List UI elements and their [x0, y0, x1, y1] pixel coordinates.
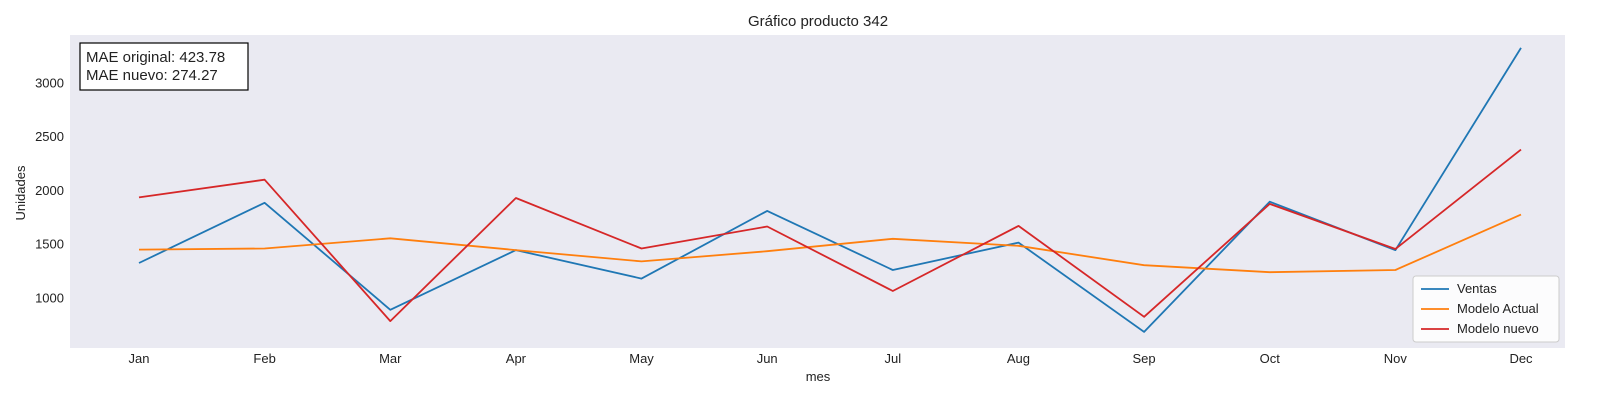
y-tick-label-3000: 3000 [35, 75, 64, 90]
series-line-ventas [138, 47, 1522, 333]
x-axis-label: mes [806, 369, 831, 384]
x-tick-label-may: May [629, 351, 654, 366]
series-line-modelo-nuevo [138, 148, 1522, 323]
mae-nuevo-text: MAE nuevo: 274.27 [86, 67, 218, 84]
legend-frame [1412, 275, 1560, 343]
x-tick-label-jun: Jun [757, 351, 778, 366]
legend-label-modelo-nuevo: Modelo nuevo [1457, 321, 1539, 336]
mae-original-text: MAE original: 423.78 [86, 49, 225, 66]
chart-title: Gráfico producto 342 [748, 13, 888, 30]
x-tick-label-sep: Sep [1133, 351, 1156, 366]
x-tick-label-dec: Dec [1509, 351, 1533, 366]
y-tick-label-2500: 2500 [35, 129, 64, 144]
x-tick-label-jul: Jul [885, 351, 902, 366]
series-line-modelo-actual [138, 213, 1522, 274]
series-lines [138, 47, 1522, 333]
y-tick-label-2000: 2000 [35, 183, 64, 198]
x-tick-label-jan: Jan [129, 351, 150, 366]
axis-ticks: Jan Feb Mar Apr May Jun Jul Aug Sep Oct Nov Dec 1000… [35, 75, 1533, 366]
legend-label-modelo-actual: Modelo Actual [1457, 301, 1539, 316]
x-tick-label-apr: Apr [506, 351, 527, 366]
x-tick-label-feb: Feb [253, 351, 275, 366]
legend: Ventas Modelo Actual Modelo nuevo [1412, 275, 1560, 343]
y-tick-label-1500: 1500 [35, 237, 64, 252]
x-tick-label-oct: Oct [1260, 351, 1281, 366]
x-tick-label-aug: Aug [1007, 351, 1030, 366]
legend-label-ventas: Ventas [1457, 281, 1497, 296]
annotation-frame [79, 42, 249, 91]
y-axis-label: Unidades [13, 165, 28, 220]
plot-area [70, 35, 1565, 348]
y-tick-label-1000: 1000 [35, 291, 64, 306]
x-tick-label-mar: Mar [379, 351, 402, 366]
mae-annotation-box: MAE original: 423.78 MAE nuevo: 274.27 [79, 42, 249, 91]
x-tick-label-nov: Nov [1384, 351, 1408, 366]
